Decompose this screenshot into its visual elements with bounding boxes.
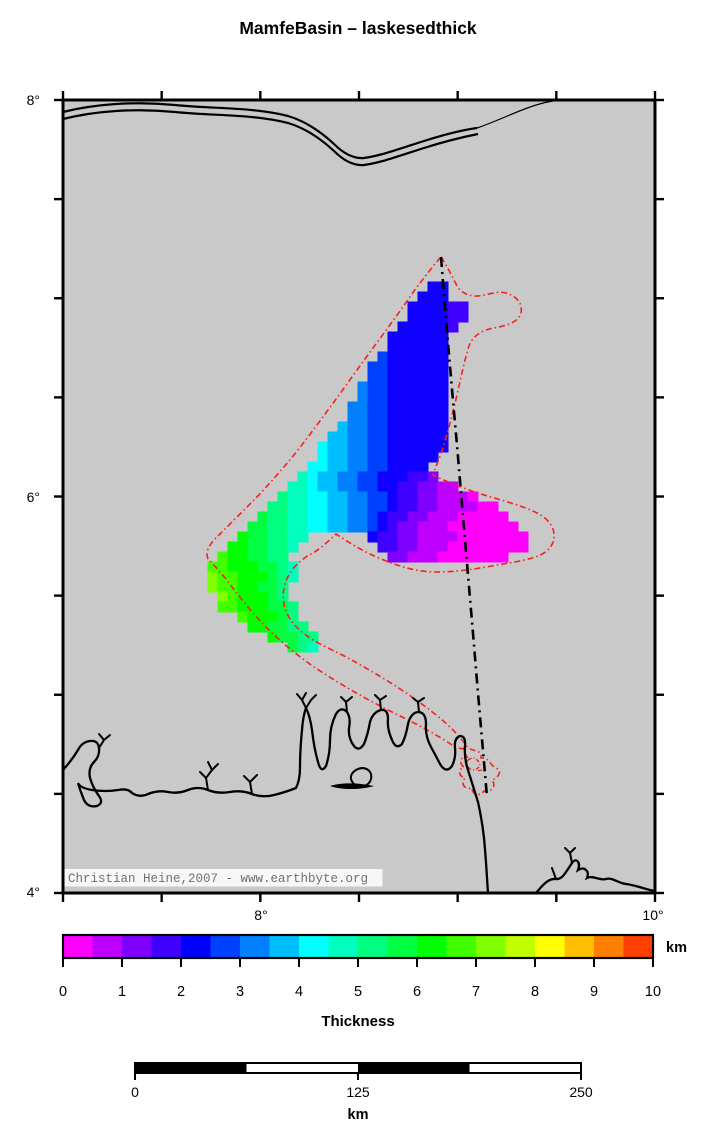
colorbar: 0 1 2 3 4 5 6 7 8 9 10 km Thickness [59, 933, 687, 1030]
basin-outline [206, 255, 555, 796]
colorbar-unit: km [666, 940, 687, 956]
lat-label-8: 8° [27, 92, 40, 108]
scalebar-seg2 [246, 1063, 358, 1073]
scalebar-seg1 [135, 1063, 247, 1073]
border-line-inner [62, 109, 479, 167]
svg-text:1: 1 [118, 984, 126, 1000]
svg-text:3: 3 [236, 984, 244, 1000]
scalebar-ticks [134, 1063, 582, 1080]
svg-text:0: 0 [59, 984, 67, 1000]
lat-label-4: 4° [27, 884, 40, 900]
lat-label-6: 6° [27, 489, 40, 505]
scalebar-label-250: 250 [569, 1084, 593, 1100]
svg-text:8: 8 [531, 984, 539, 1000]
svg-text:7: 7 [472, 984, 480, 1000]
colorbar-segments [63, 935, 654, 958]
scalebar-label-0: 0 [131, 1084, 139, 1100]
colorbar-title: Thickness [321, 1013, 394, 1030]
scalebar: 0 125 250 km [131, 1062, 593, 1123]
scalebar-label-125: 125 [346, 1084, 370, 1100]
coastlines [62, 99, 656, 894]
lon-label-8: 8° [254, 907, 267, 923]
copyright-strip [64, 869, 383, 887]
basin-outline-path [206, 255, 555, 796]
basin-outline-detail [466, 757, 486, 773]
svg-text:5: 5 [354, 984, 362, 1000]
profile-line [439, 256, 489, 798]
svg-text:9: 9 [590, 984, 598, 1000]
thickness-raster [207, 281, 529, 653]
scalebar-unit: km [348, 1107, 369, 1123]
scalebar-seg4 [469, 1063, 581, 1073]
colorbar-ticks [62, 958, 654, 967]
scalebar-seg3 [358, 1063, 470, 1073]
colorbar-tick-labels: 0 1 2 3 4 5 6 7 8 9 10 [59, 984, 661, 1000]
copyright-text: Christian Heine,2007 - www.earthbyte.org [68, 872, 368, 886]
southeast-coastline [535, 859, 656, 894]
border-line-outer [62, 102, 478, 160]
map-axis-ticks [54, 91, 664, 902]
coast-creek-forks [98, 692, 576, 880]
page-title: MamfeBasin – laskesedthick [239, 18, 477, 38]
axis-labels: 8° 6° 4° 8° 10° [27, 92, 664, 923]
svg-text:10: 10 [645, 984, 661, 1000]
svg-text:6: 6 [413, 984, 421, 1000]
svg-text:4: 4 [295, 984, 303, 1000]
svg-text:2: 2 [177, 984, 185, 1000]
lon-label-10: 10° [642, 907, 663, 923]
coast-islet [330, 783, 374, 789]
south-coastline [62, 705, 490, 894]
